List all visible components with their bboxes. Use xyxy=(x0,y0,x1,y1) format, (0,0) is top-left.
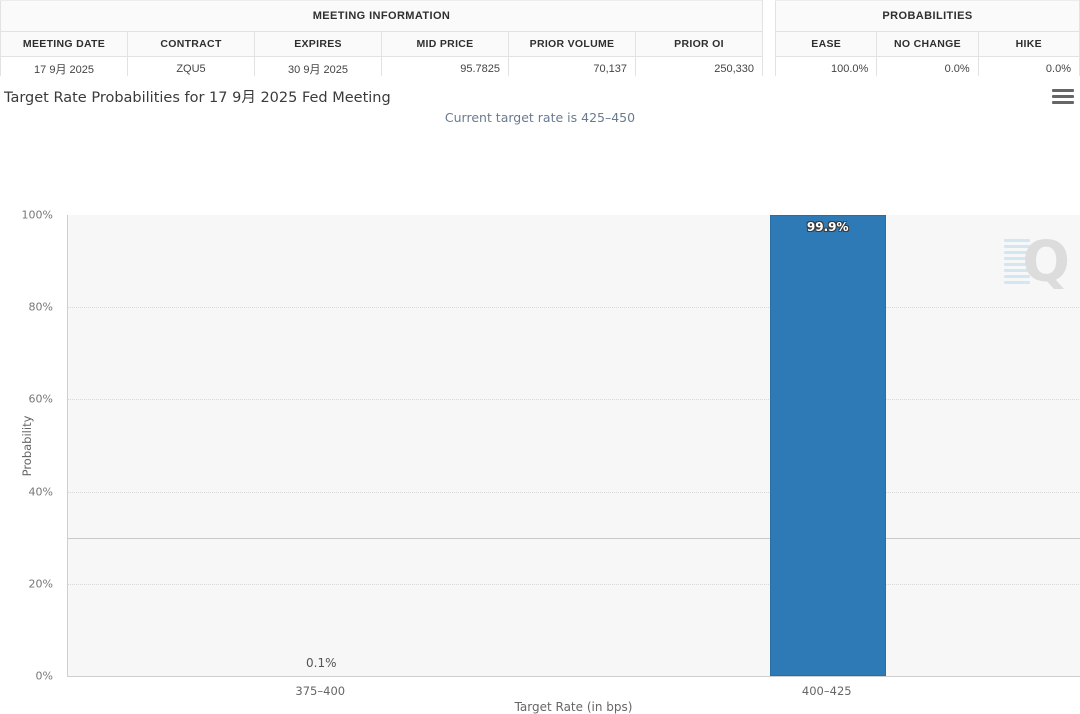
table-separator xyxy=(763,0,775,76)
column-header-hike: HIKE xyxy=(977,31,1080,57)
probabilities-header: PROBABILITIES xyxy=(775,0,1080,32)
y-tick-label-100: 100% xyxy=(21,208,53,222)
x-axis-title: Target Rate (in bps) xyxy=(514,700,633,714)
hamburger-menu-icon[interactable] xyxy=(1052,89,1074,105)
column-header-ease: EASE xyxy=(774,31,878,57)
gridline xyxy=(68,491,1080,493)
meeting-information-table: MEETING INFORMATION MEETING DATE CONTRAC… xyxy=(0,0,763,82)
column-header-mid-price: MID PRICE xyxy=(381,31,509,57)
bar-400–425[interactable]: 99.9% xyxy=(769,215,886,676)
gridline xyxy=(68,307,1080,309)
column-header-meeting-date: MEETING DATE xyxy=(0,31,128,57)
y-tick-label-40: 40% xyxy=(28,485,53,499)
reference-line xyxy=(67,537,1080,539)
gridline xyxy=(68,399,1080,401)
gridline xyxy=(68,583,1080,585)
meeting-information-header: MEETING INFORMATION xyxy=(0,0,763,32)
summary-tables: MEETING INFORMATION MEETING DATE CONTRAC… xyxy=(0,0,1080,82)
chart-subtitle: Current target rate is 425–450 xyxy=(444,110,636,125)
x-tick-label-375–400: 375–400 xyxy=(295,684,346,698)
bar-value-label: 0.1% xyxy=(306,655,337,670)
bar-value-label: 99.9% xyxy=(806,220,849,235)
column-header-contract: CONTRACT xyxy=(127,31,255,57)
column-header-no-change: NO CHANGE xyxy=(876,31,979,57)
y-tick-label-20: 20% xyxy=(28,577,53,591)
chart-title: Target Rate Probabilities for 17 9月 2025… xyxy=(4,90,391,106)
probabilities-table: PROBABILITIES EASE NO CHANGE HIKE 100.0%… xyxy=(774,0,1080,82)
x-tick-label-400–425: 400–425 xyxy=(801,684,852,698)
y-tick-label-80: 80% xyxy=(28,300,53,314)
column-header-prior-oi: PRIOR OI xyxy=(635,31,763,57)
plot-area: 0.1% 99.9% xyxy=(67,215,1080,677)
y-tick-label-60: 60% xyxy=(28,392,53,406)
column-header-expires: EXPIRES xyxy=(254,31,382,57)
target-rate-probabilities-chart: Target Rate Probabilities for 17 9月 2025… xyxy=(0,76,1080,714)
column-header-prior-volume: PRIOR VOLUME xyxy=(508,31,636,57)
y-tick-label-0: 0% xyxy=(35,669,53,683)
y-axis-tick-labels: 0% 20% 40% 60% 80% 100% xyxy=(0,209,61,683)
